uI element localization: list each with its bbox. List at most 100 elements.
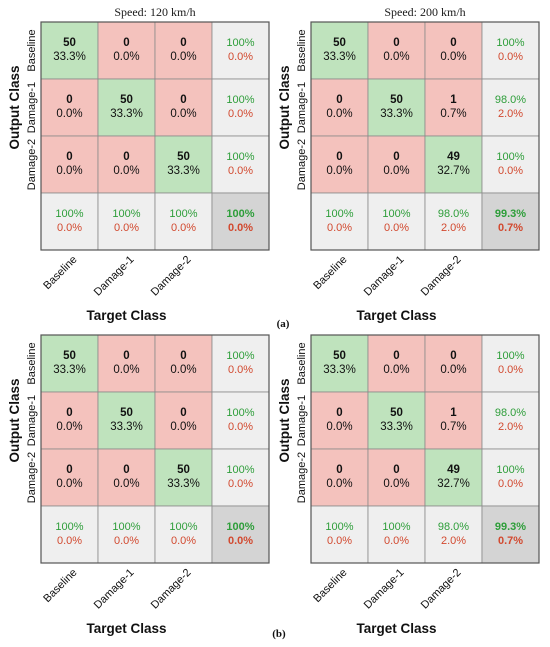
row-error: 0.0% bbox=[498, 51, 523, 63]
matrix-cell bbox=[481, 192, 540, 251]
matrix-cell bbox=[424, 192, 483, 251]
matrix-cell bbox=[424, 135, 483, 194]
cell-count: 50 bbox=[120, 407, 133, 419]
cell-count: 0 bbox=[180, 94, 186, 106]
cell-count: 0 bbox=[123, 464, 129, 476]
matrix-cell bbox=[154, 505, 213, 564]
matrix-cell bbox=[97, 78, 156, 137]
matrix-cell bbox=[481, 505, 540, 564]
cell-count: 0 bbox=[336, 151, 342, 163]
x-tick-label: Damage-2 bbox=[149, 567, 194, 612]
matrix-cell bbox=[367, 192, 426, 251]
matrix-border bbox=[310, 334, 540, 564]
y-tick-label: Baseline bbox=[296, 29, 308, 71]
matrix-cell bbox=[367, 505, 426, 564]
x-tick-label: Damage-2 bbox=[149, 254, 194, 299]
matrix-cell bbox=[40, 391, 99, 450]
col-error: 0.0% bbox=[327, 222, 352, 234]
matrix-cell bbox=[481, 448, 540, 507]
col-error: 0.0% bbox=[114, 222, 139, 234]
matrix-cell bbox=[211, 505, 270, 564]
cell-count: 0 bbox=[450, 37, 456, 49]
x-tick-label: Baseline bbox=[311, 254, 349, 292]
cell-count: 50 bbox=[177, 151, 190, 163]
cell-count: 0 bbox=[123, 37, 129, 49]
cell-percent: 0.0% bbox=[383, 51, 409, 63]
cell-percent: 33.3% bbox=[167, 165, 200, 177]
row-precision: 100% bbox=[496, 151, 524, 163]
panel-label-a: (a) bbox=[277, 318, 290, 330]
cell-count: 49 bbox=[447, 464, 460, 476]
matrix-cell bbox=[424, 78, 483, 137]
row-precision: 98.0% bbox=[495, 407, 526, 419]
overall-error: 0.7% bbox=[498, 535, 523, 547]
overall-accuracy: 100% bbox=[226, 208, 254, 220]
y-axis-label: Output Class bbox=[277, 378, 292, 462]
cell-percent: 0.0% bbox=[113, 51, 139, 63]
cell-percent: 0.0% bbox=[383, 364, 409, 376]
matrix-cell bbox=[211, 192, 270, 251]
cell-count: 0 bbox=[66, 94, 72, 106]
panel-title: Speed: 120 km/h bbox=[114, 5, 195, 19]
y-tick-label: Damage-2 bbox=[296, 139, 308, 190]
matrix-cell bbox=[310, 78, 369, 137]
overall-error: 0.0% bbox=[228, 222, 253, 234]
matrix-cell bbox=[367, 78, 426, 137]
x-tick-label: Baseline bbox=[41, 567, 79, 605]
col-recall: 100% bbox=[55, 208, 83, 220]
y-tick-label: Damage-1 bbox=[26, 395, 38, 446]
row-precision: 100% bbox=[226, 350, 254, 362]
cell-count: 50 bbox=[333, 350, 346, 362]
matrix-cell bbox=[154, 334, 213, 393]
cell-count: 50 bbox=[333, 37, 346, 49]
overall-accuracy: 99.3% bbox=[495, 521, 526, 533]
col-error: 0.0% bbox=[171, 535, 196, 547]
y-tick-label: Damage-2 bbox=[26, 452, 38, 503]
y-tick-label: Damage-1 bbox=[296, 395, 308, 446]
cell-percent: 0.0% bbox=[326, 478, 352, 490]
cell-percent: 0.0% bbox=[170, 421, 196, 433]
x-tick-label: Damage-2 bbox=[419, 567, 464, 612]
matrix-border bbox=[40, 334, 270, 564]
row-precision: 100% bbox=[226, 151, 254, 163]
row-error: 0.0% bbox=[498, 364, 523, 376]
row-precision: 100% bbox=[226, 464, 254, 476]
row-error: 0.0% bbox=[498, 165, 523, 177]
row-error: 0.0% bbox=[228, 51, 253, 63]
col-recall: 100% bbox=[169, 521, 197, 533]
cell-percent: 0.0% bbox=[440, 364, 466, 376]
cell-percent: 0.0% bbox=[113, 478, 139, 490]
matrix-cell bbox=[211, 78, 270, 137]
cell-count: 49 bbox=[447, 151, 460, 163]
cell-percent: 33.3% bbox=[53, 364, 86, 376]
cell-percent: 0.0% bbox=[56, 165, 82, 177]
row-precision: 98.0% bbox=[495, 94, 526, 106]
row-error: 0.0% bbox=[228, 165, 253, 177]
matrix-cell bbox=[424, 448, 483, 507]
matrix-cell bbox=[310, 334, 369, 393]
cell-percent: 0.0% bbox=[326, 165, 352, 177]
cell-percent: 33.3% bbox=[380, 421, 413, 433]
cell-count: 0 bbox=[450, 350, 456, 362]
matrix-cell bbox=[97, 505, 156, 564]
cell-count: 0 bbox=[180, 37, 186, 49]
cell-count: 50 bbox=[390, 94, 403, 106]
cell-percent: 32.7% bbox=[437, 478, 470, 490]
row-precision: 100% bbox=[226, 407, 254, 419]
y-tick-label: Baseline bbox=[296, 342, 308, 384]
col-error: 2.0% bbox=[441, 535, 466, 547]
col-recall: 100% bbox=[55, 521, 83, 533]
x-axis-label: Target Class bbox=[356, 308, 436, 323]
col-error: 0.0% bbox=[57, 222, 82, 234]
cell-percent: 0.7% bbox=[440, 421, 466, 433]
row-error: 0.0% bbox=[228, 421, 253, 433]
matrix-cell bbox=[40, 21, 99, 80]
matrix-cell bbox=[211, 135, 270, 194]
matrix-cell bbox=[97, 21, 156, 80]
col-error: 0.0% bbox=[384, 222, 409, 234]
matrix-border bbox=[40, 21, 270, 251]
cell-percent: 33.3% bbox=[110, 108, 143, 120]
cell-count: 1 bbox=[450, 407, 457, 419]
confusion-matrix-panel-2: 50 33.3% 0 0.0% 0 0.0% 100% 0.0% 0 0.0% 50 33.3% 1 0.… bbox=[277, 5, 540, 323]
